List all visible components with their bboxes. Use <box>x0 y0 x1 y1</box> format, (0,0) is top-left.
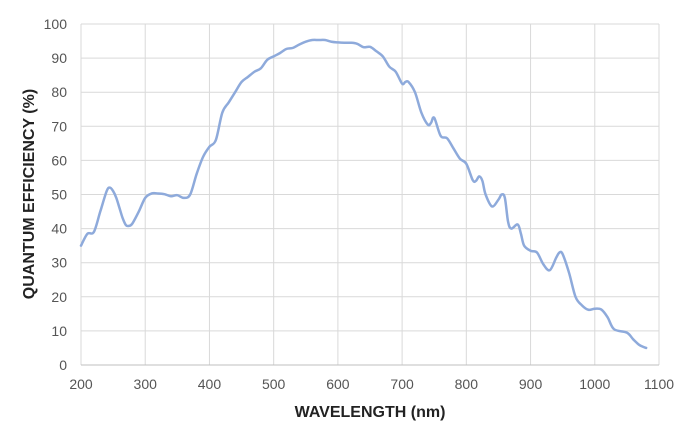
series-line-quantum-efficiency <box>79 38 648 350</box>
y-tick-label: 20 <box>51 289 67 305</box>
x-tick-label: 1100 <box>644 376 674 392</box>
y-tick-label: 50 <box>51 187 67 203</box>
y-tick-label: 90 <box>51 50 67 66</box>
x-tick-labels: 200 300 400 500 600 700 800 900 1000 1100 <box>69 376 674 392</box>
x-tick-label: 600 <box>326 376 350 392</box>
y-axis-title: QUANTUM EFFICIENCY (%) <box>21 89 38 299</box>
x-tick-label: 800 <box>455 376 479 392</box>
y-tick-label: 30 <box>51 255 67 271</box>
y-tick-label: 70 <box>51 118 67 134</box>
y-tick-labels: 0 10 20 30 40 50 60 70 80 90 100 <box>44 16 68 373</box>
x-tick-label: 900 <box>519 376 543 392</box>
y-tick-label: 60 <box>51 152 67 168</box>
series-group <box>79 38 648 350</box>
y-tick-label: 10 <box>51 323 67 339</box>
x-axis-title: WAVELENGTH (nm) <box>295 404 446 421</box>
x-tick-label: 400 <box>198 376 222 392</box>
grid <box>80 23 660 365</box>
y-tick-label: 80 <box>51 84 67 100</box>
x-tick-label: 1000 <box>579 376 610 392</box>
x-tick-label: 700 <box>390 376 414 392</box>
x-tick-label: 300 <box>134 376 158 392</box>
x-tick-label: 200 <box>69 376 93 392</box>
y-tick-label: 100 <box>44 16 68 32</box>
x-tick-label: 500 <box>262 376 286 392</box>
y-tick-label: 0 <box>59 357 67 373</box>
y-tick-label: 40 <box>51 221 67 237</box>
